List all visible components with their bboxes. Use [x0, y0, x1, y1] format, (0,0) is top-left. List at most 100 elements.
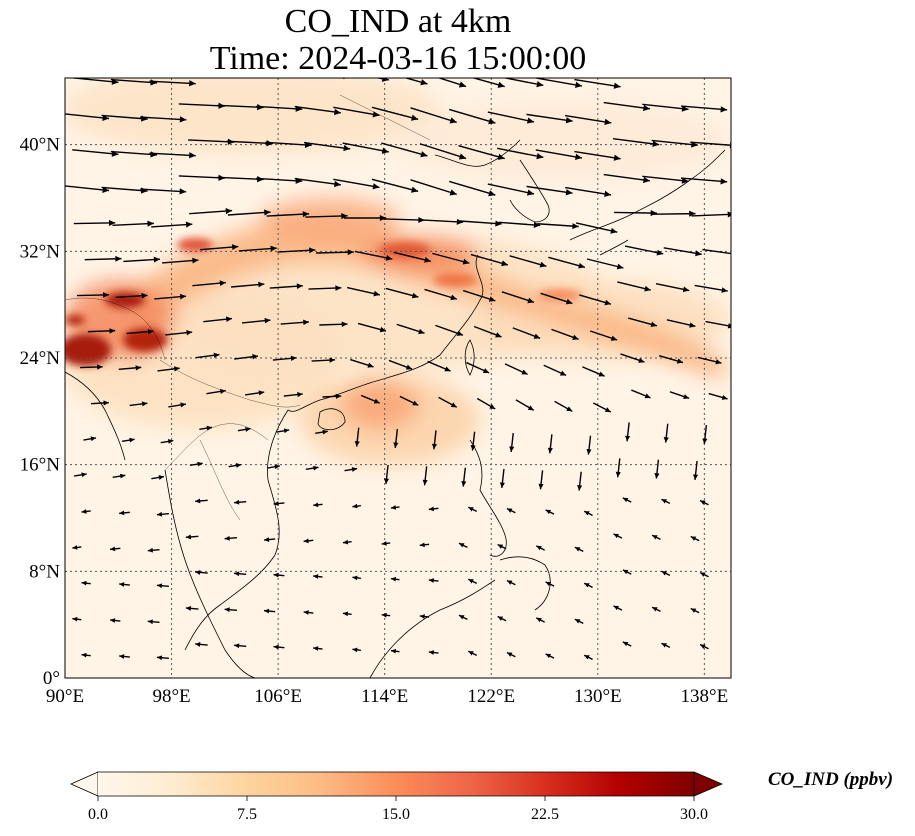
wind-arrow: [547, 434, 553, 454]
wind-arrow: [313, 574, 323, 579]
wind-arrow: [583, 510, 593, 517]
wind-arrow: [458, 145, 505, 160]
wind-arrow: [80, 364, 103, 370]
wind-arrow: [90, 400, 109, 406]
wind-arrow: [149, 80, 196, 87]
wind-arrow: [628, 317, 658, 328]
wind-arrow: [652, 68, 698, 75]
wind-arrow: [613, 67, 659, 75]
wind-arrow: [343, 214, 387, 222]
wind-arrow: [462, 289, 496, 302]
hainan-coastline: [317, 408, 346, 431]
wind-arrow: [564, 114, 612, 126]
wind-arrow: [410, 107, 457, 124]
lat-tick-label: 0°: [43, 668, 60, 689]
lat-tick-label: 16°N: [20, 455, 61, 476]
wind-arrow: [84, 255, 122, 262]
wind-arrow: [614, 209, 658, 217]
wind-arrow: [354, 427, 360, 447]
wind-arrow: [294, 105, 341, 116]
wind-arrow: [574, 78, 621, 89]
wind-arrow: [652, 210, 696, 217]
wind-arrow: [699, 499, 709, 506]
wind-arrow: [381, 541, 391, 546]
wind-arrow: [545, 509, 555, 515]
wind-arrow: [545, 653, 555, 659]
wind-arrow: [227, 209, 271, 216]
lon-tick-label: 98°E: [152, 686, 190, 707]
wind-arrow: [188, 67, 234, 73]
wind-arrow: [203, 316, 233, 323]
wind-arrow: [705, 320, 731, 329]
wind-arrow: [371, 106, 419, 121]
colorbar-tick-label: 30.0: [680, 806, 708, 823]
wind-arrow: [663, 247, 702, 257]
wind-arrow: [333, 178, 380, 190]
wind-arrow: [622, 641, 632, 647]
wind-arrow: [680, 105, 728, 113]
longitude-tick-labels: 90°E 98°E 106°E 114°E 122°E 130°E 138°E: [46, 686, 728, 707]
wind-arrow: [112, 220, 154, 227]
wind-arrow: [147, 619, 160, 625]
wind-arrow: [506, 579, 516, 586]
wind-arrow: [535, 78, 583, 88]
taiwan-coastline: [464, 339, 475, 376]
wind-arrow: [697, 356, 722, 365]
korea-coastline: [509, 159, 550, 223]
wind-arrow: [316, 249, 354, 256]
wind-arrow: [81, 652, 91, 658]
wind-arrow: [515, 399, 535, 411]
wind-arrow: [276, 428, 290, 434]
wind-arrow: [497, 615, 507, 622]
wind-arrow: [487, 183, 535, 196]
wind-arrow: [344, 467, 358, 472]
wind-arrow: [168, 402, 187, 408]
wind-arrow: [390, 648, 400, 654]
wind-arrow: [319, 321, 348, 327]
wind-arrow: [421, 218, 464, 225]
wind-arrow: [393, 428, 399, 449]
wind-arrow: [157, 366, 180, 372]
wind-arrow: [346, 286, 381, 297]
wind-arrow: [661, 570, 671, 577]
wind-arrow: [501, 291, 535, 304]
wind-arrow: [228, 463, 242, 468]
wind-arrow: [663, 423, 669, 443]
wind-arrow: [277, 247, 316, 254]
wind-arrow: [468, 650, 478, 657]
wind-arrow: [620, 353, 645, 363]
wind-arrow: [151, 221, 193, 228]
wind-arrow: [352, 647, 361, 653]
wind-arrow: [631, 389, 651, 399]
wind-arrow: [352, 575, 361, 581]
wind-arrow: [265, 70, 311, 76]
wind-arrow: [156, 655, 169, 661]
wind-arrow: [294, 177, 341, 188]
wind-arrow: [642, 175, 689, 184]
wind-arrow: [551, 328, 579, 340]
wind-arrow: [473, 325, 502, 338]
wind-arrow: [702, 424, 708, 445]
wind-arrow: [206, 388, 226, 395]
wind-arrow: [617, 281, 651, 292]
map-title: CO_IND at 4km: [284, 3, 512, 40]
wind-arrow: [702, 248, 731, 255]
wind-arrow: [655, 283, 690, 293]
wind-arrow: [693, 460, 699, 481]
wind-arrow: [303, 141, 351, 152]
wind-arrow: [661, 642, 671, 649]
colorbar-tick-label: 15.0: [382, 806, 410, 823]
wind-arrow: [195, 352, 220, 359]
wind-arrow: [431, 430, 438, 450]
wind-arrow: [352, 503, 361, 509]
wind-arrow: [280, 319, 310, 326]
wind-arrow: [357, 322, 387, 333]
wind-arrow: [554, 400, 573, 412]
wind-arrow: [267, 464, 280, 470]
wind-arrow: [603, 101, 651, 112]
wind-arrow: [199, 425, 213, 431]
wind-arrow: [574, 150, 621, 161]
wind-arrow: [305, 465, 319, 471]
wind-arrow: [537, 223, 579, 230]
wind-arrow: [305, 212, 348, 220]
